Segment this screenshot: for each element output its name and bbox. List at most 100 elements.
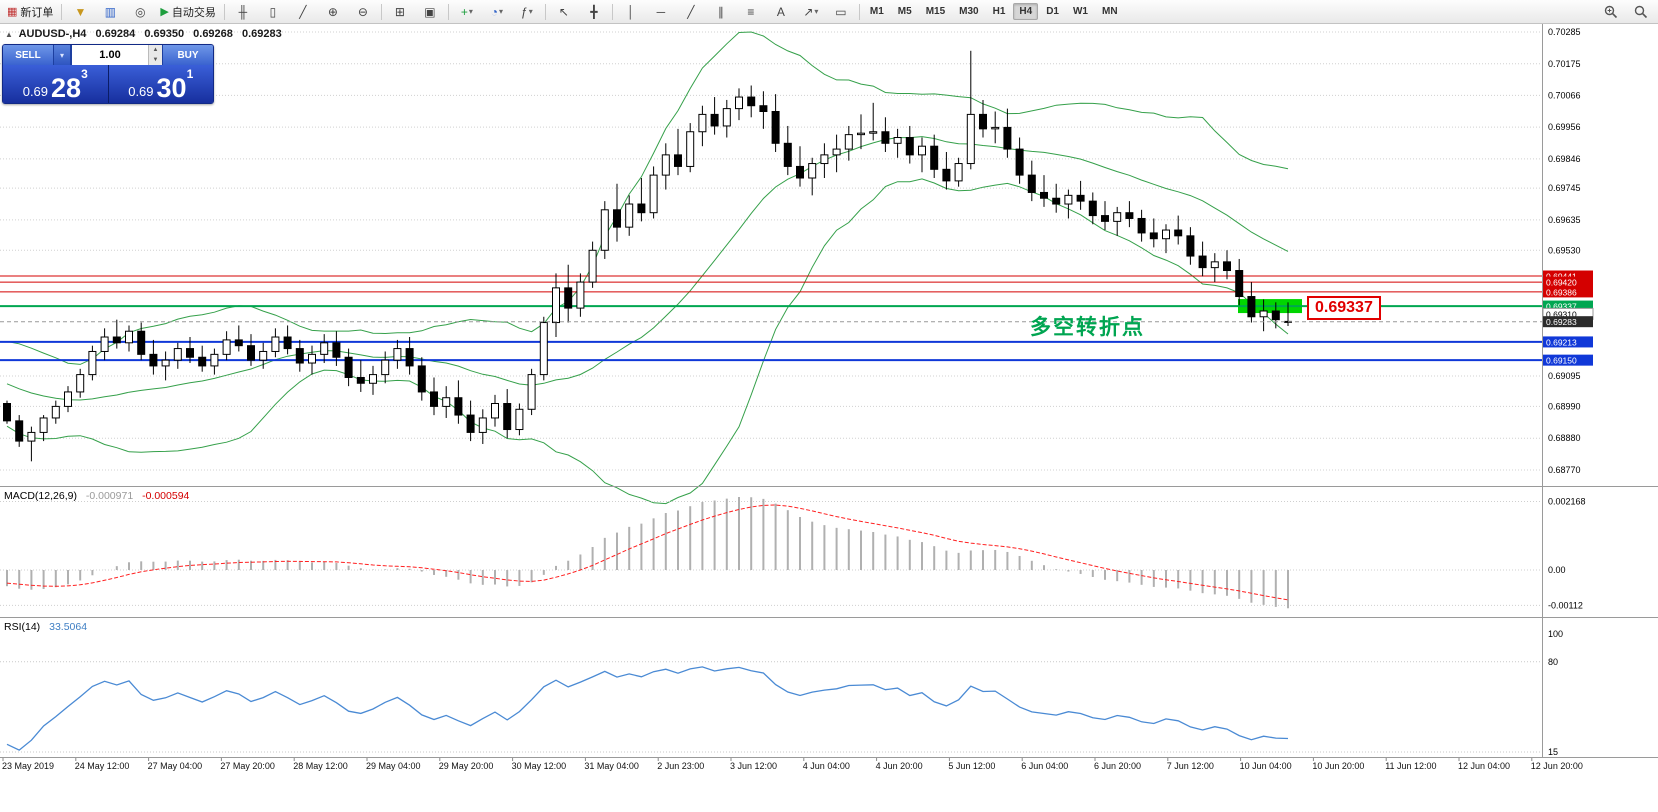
ohlc-open: 0.69284 — [95, 28, 136, 40]
cascade-windows-icon[interactable]: ▣ — [424, 4, 436, 19]
svg-text:4 Jun 04:00: 4 Jun 04:00 — [803, 761, 850, 771]
svg-text:0.69846: 0.69846 — [1548, 154, 1581, 164]
svg-text:10 Jun 20:00: 10 Jun 20:00 — [1312, 761, 1364, 771]
svg-text:28 May 12:00: 28 May 12:00 — [293, 761, 348, 771]
new-order-label: 新订单 — [20, 6, 54, 19]
svg-text:23 May 2019: 23 May 2019 — [2, 761, 54, 771]
timeframe-w1[interactable]: W1 — [1072, 6, 1088, 17]
text-tool-icon[interactable]: A — [776, 4, 785, 19]
order-type-dropdown[interactable]: ▾ — [53, 45, 71, 65]
vertical-line-tool-icon[interactable]: │ — [627, 4, 635, 19]
buy-price-sup: 1 — [186, 67, 194, 81]
svg-text:4 Jun 20:00: 4 Jun 20:00 — [876, 761, 923, 771]
chevron-down-icon: ▾ — [498, 7, 503, 16]
magnifier-icon[interactable] — [1627, 1, 1655, 23]
autotrading-play-icon: ▶ — [160, 6, 169, 18]
svg-text:0.70175: 0.70175 — [1548, 59, 1581, 69]
cursor-tool-icon[interactable]: ↖ — [558, 4, 569, 19]
chart-collapse-icon[interactable]: ▲ — [5, 30, 13, 39]
rsi-value: 33.5064 — [49, 621, 88, 633]
svg-text:5 Jun 12:00: 5 Jun 12:00 — [948, 761, 995, 771]
hlines-layer — [0, 275, 1542, 362]
buy-button[interactable]: BUY — [163, 45, 213, 65]
timeframe-m15[interactable]: M15 — [925, 6, 946, 17]
svg-text:3 Jun 12:00: 3 Jun 12:00 — [730, 761, 777, 771]
buy-price-button[interactable]: 0.69 30 1 — [108, 65, 213, 103]
timeframe-mn[interactable]: MN — [1101, 6, 1118, 17]
separator — [61, 3, 63, 20]
period-menu-button[interactable]: ◔ ▾ — [483, 1, 511, 23]
svg-text:100: 100 — [1548, 629, 1563, 639]
sell-price-prefix: 0.69 — [22, 84, 49, 100]
shapes-tool-icon[interactable]: ▭ — [835, 4, 847, 19]
indicators-menu-button[interactable]: ƒ ▾ — [513, 1, 541, 23]
rsi-header: RSI(14) 33.5064 — [4, 621, 87, 633]
profiles-icon[interactable]: ▼ — [74, 4, 87, 19]
volume-value[interactable]: 1.00 — [99, 49, 121, 61]
timeframe-m1[interactable]: M1 — [869, 6, 884, 17]
svg-text:0.69213: 0.69213 — [1546, 337, 1577, 347]
new-chart-button[interactable]: + ▾ — [453, 1, 481, 23]
indicators-icon: ƒ — [521, 4, 528, 19]
tile-windows-icon[interactable]: ⊞ — [394, 4, 405, 19]
svg-text:11 Jun 12:00: 11 Jun 12:00 — [1385, 761, 1436, 771]
chart-window-title: ▲ AUDUSD-,H4 0.69284 0.69350 0.69268 0.6… — [5, 28, 288, 40]
trendline-tool-icon[interactable]: ╱ — [687, 4, 695, 19]
timeframe-h4[interactable]: H4 — [1013, 3, 1039, 20]
sell-button[interactable]: SELL — [3, 45, 53, 65]
svg-text:0.69745: 0.69745 — [1548, 183, 1581, 193]
time-axis-layer: 23 May 2019 24 May 12:00 27 May 04:00 27 Ma… — [2, 757, 1583, 771]
svg-text:12 Jun 20:00: 12 Jun 20:00 — [1531, 761, 1583, 771]
svg-text:6 Jun 04:00: 6 Jun 04:00 — [1021, 761, 1068, 771]
line-chart-icon[interactable]: ╱ — [299, 4, 307, 19]
bar-chart-icon[interactable]: ╫ — [238, 4, 248, 19]
new-order-button[interactable]: ▦ 新订单 — [3, 1, 57, 23]
svg-text:0.68880: 0.68880 — [1548, 433, 1581, 443]
svg-text:0.00: 0.00 — [1548, 565, 1566, 575]
arrows-tool-button[interactable]: ↗ ▾ — [797, 1, 825, 23]
zoom-out-icon[interactable]: ⊖ — [357, 4, 368, 19]
search-symbol-icon[interactable] — [1597, 1, 1625, 23]
autotrading-button[interactable]: ▶ 自动交易 — [156, 1, 219, 23]
svg-text:0.70066: 0.70066 — [1548, 90, 1581, 100]
svg-text:15: 15 — [1548, 747, 1558, 757]
fibonacci-tool-icon[interactable]: ≡ — [747, 4, 755, 19]
svg-text:0.69150: 0.69150 — [1546, 356, 1577, 366]
volume-up-button[interactable]: ▲ — [149, 45, 162, 55]
macd-name: MACD(12,26,9) — [4, 490, 77, 502]
period-clock-icon: ◔ — [490, 4, 498, 19]
price-callout-label: 0.69337 — [1307, 296, 1381, 320]
crosshair-tool-icon[interactable]: ╋ — [590, 4, 598, 19]
svg-text:10 Jun 04:00: 10 Jun 04:00 — [1240, 761, 1292, 771]
symbol-period-label: AUDUSD-,H4 — [18, 28, 87, 40]
svg-text:29 May 04:00: 29 May 04:00 — [366, 761, 421, 771]
svg-text:0.69386: 0.69386 — [1546, 287, 1577, 297]
timeframe-m30[interactable]: M30 — [959, 6, 979, 17]
channel-tool-icon[interactable]: ∥ — [717, 4, 724, 19]
rsi-layer: 100 80 15 — [0, 629, 1563, 757]
sell-price-sup: 3 — [81, 67, 88, 81]
timeframe-h1[interactable]: H1 — [992, 6, 1006, 17]
buy-price-prefix: 0.69 — [128, 84, 154, 100]
ohlc-close: 0.69283 — [241, 28, 282, 40]
data-window-icon[interactable]: ◎ — [135, 4, 146, 19]
horizontal-line-tool-icon[interactable]: ─ — [656, 4, 666, 19]
svg-text:0.70285: 0.70285 — [1548, 27, 1581, 37]
timeframe-m5[interactable]: M5 — [897, 6, 912, 17]
zoom-in-icon[interactable]: ⊕ — [327, 4, 338, 19]
timeframe-d1[interactable]: D1 — [1046, 6, 1059, 17]
svg-text:27 May 04:00: 27 May 04:00 — [148, 761, 203, 771]
macd-signal-value: -0.000594 — [142, 490, 190, 502]
separator — [380, 3, 382, 20]
macd-layer: 0.002168 0.00 -0.00112 — [0, 496, 1586, 610]
separator — [447, 3, 449, 20]
svg-text:12 Jun 04:00: 12 Jun 04:00 — [1458, 761, 1510, 771]
volume-down-button[interactable]: ▼ — [149, 55, 162, 65]
candlestick-chart-icon[interactable]: ▯ — [269, 4, 277, 19]
separator — [223, 3, 225, 20]
market-watch-icon[interactable]: ▥ — [104, 4, 117, 19]
sell-price-button[interactable]: 0.69 28 3 — [3, 65, 109, 103]
volume-field[interactable]: 1.00 ▲ ▼ — [71, 45, 163, 65]
